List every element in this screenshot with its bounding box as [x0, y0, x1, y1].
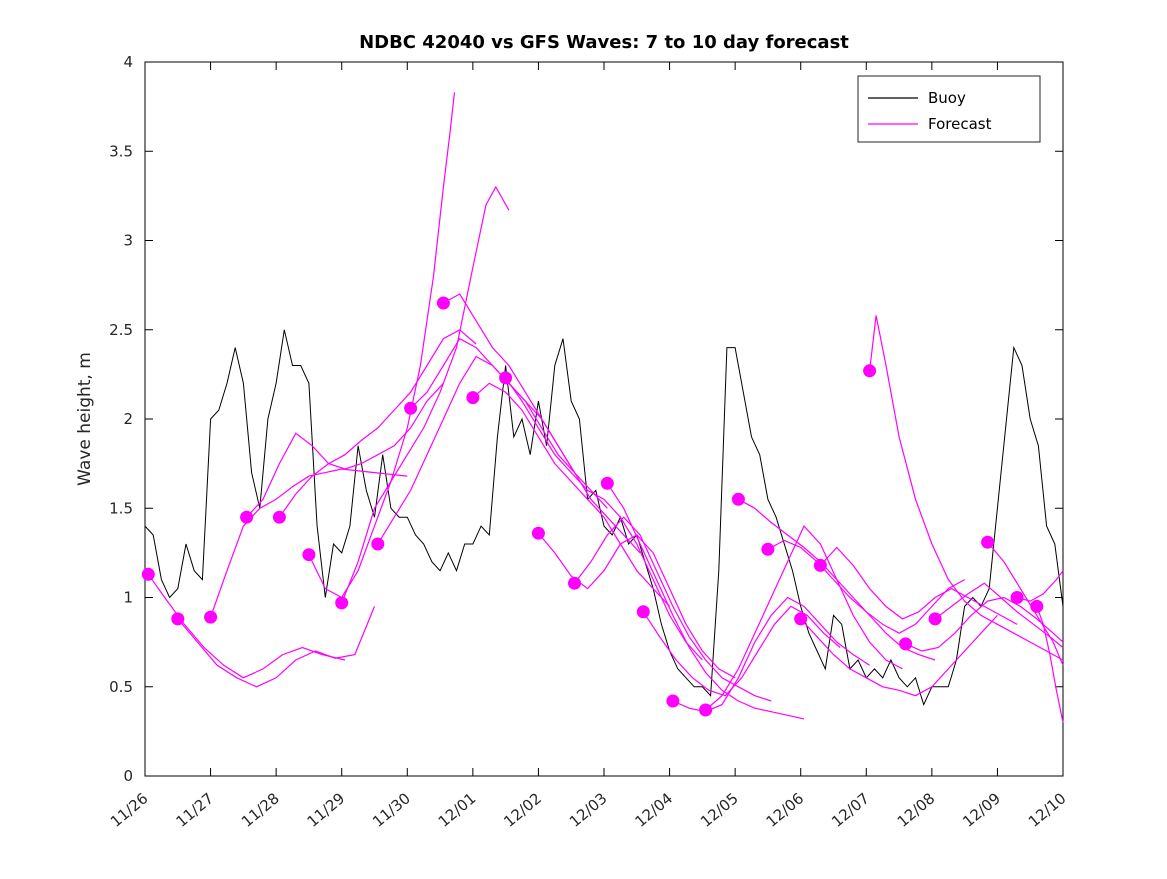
forecast-line — [869, 315, 1064, 661]
forecast-line — [147, 573, 346, 679]
forecast-start-marker — [568, 576, 581, 590]
forecast-start-marker — [466, 391, 480, 405]
forecast-line — [443, 293, 641, 554]
forecast-line — [537, 532, 736, 679]
y-tick-label: 2 — [123, 410, 133, 428]
y-tick-label: 0.5 — [109, 678, 133, 696]
forecast-line — [987, 541, 1064, 666]
forecast-start-marker — [600, 476, 614, 490]
forecast-start-marker — [371, 537, 385, 551]
x-tick-label: 12/04 — [631, 789, 676, 831]
x-tick-label: 11/30 — [369, 789, 414, 831]
forecast-line — [210, 468, 408, 618]
y-tick-label: 1.5 — [109, 499, 133, 517]
x-tick-label: 11/28 — [238, 789, 283, 831]
forecast-start-marker — [731, 492, 745, 506]
forecast-line — [505, 377, 703, 661]
forecast-start-marker — [404, 401, 418, 415]
forecast-start-marker — [499, 371, 513, 385]
forecast-start-marker — [899, 637, 913, 651]
y-tick-label: 3.5 — [109, 142, 133, 160]
forecast-line — [606, 482, 805, 720]
forecast-series-layer — [147, 92, 1064, 723]
x-tick-label: 12/08 — [894, 789, 939, 831]
forecast-line — [705, 525, 903, 711]
forecast-line — [819, 546, 1018, 625]
x-tick-label: 11/27 — [172, 789, 217, 831]
forecast-line — [1036, 606, 1064, 723]
buoy-line — [144, 329, 1064, 707]
forecast-start-marker — [335, 596, 349, 610]
forecast-line — [410, 337, 608, 509]
y-tick-label: 1 — [123, 589, 133, 607]
forecast-line — [246, 382, 444, 518]
y-tick-label: 4 — [123, 53, 133, 71]
forecast-line — [642, 605, 841, 697]
x-tick-label: 12/02 — [500, 789, 545, 831]
forecast-line — [177, 606, 376, 688]
forecast-line — [377, 355, 575, 545]
forecast-line — [278, 329, 477, 518]
forecast-line — [574, 516, 772, 702]
legend: Buoy Forecast — [857, 75, 1041, 143]
forecast-start-marker — [1010, 591, 1024, 604]
forecast-line — [341, 185, 510, 604]
plot-box — [144, 61, 1064, 777]
forecast-line — [1016, 570, 1064, 602]
forecast-line — [800, 614, 998, 697]
forecast-line — [308, 92, 456, 599]
x-tick-label: 12/01 — [435, 789, 480, 831]
forecast-line — [472, 382, 671, 607]
legend-box — [857, 75, 1041, 143]
x-tick-label: 12/05 — [697, 789, 742, 831]
y-tick-label: 0 — [123, 767, 133, 785]
forecast-start-marker — [436, 296, 450, 310]
y-tick-label: 2.5 — [109, 321, 133, 339]
forecast-start-marker — [272, 510, 286, 524]
x-tick-label: 12/03 — [566, 789, 611, 831]
forecast-line — [934, 582, 1064, 648]
forecast-start-marker — [1030, 599, 1044, 613]
forecast-start-marker — [171, 612, 185, 626]
forecast-start-marker — [531, 526, 545, 540]
forecast-start-marker — [981, 535, 995, 549]
forecast-start-marker — [928, 612, 942, 626]
chart-title: NDBC 42040 vs GFS Waves: 7 to 10 day for… — [359, 32, 849, 53]
x-tick-label: 11/26 — [107, 789, 152, 831]
forecast-start-marker — [141, 567, 155, 581]
legend-forecast-label: Forecast — [928, 115, 992, 133]
x-tick-label: 12/10 — [1025, 789, 1070, 831]
forecast-start-marker — [699, 703, 713, 717]
forecast-start-marker — [636, 605, 650, 619]
legend-buoy-label: Buoy — [928, 89, 966, 107]
axes-layer: 11/26 11/27 11/28 11/29 11/30 12/01 12/02 12/03… — [107, 53, 1070, 831]
y-tick-label: 3 — [123, 232, 133, 250]
forecast-start-marker — [666, 694, 680, 708]
forecast-line — [767, 539, 965, 634]
forecast-start-marker — [302, 548, 316, 562]
forecast-start-marker — [863, 364, 877, 378]
forecast-start-markers-layer — [141, 296, 1044, 717]
forecast-start-marker — [240, 510, 254, 524]
forecast-start-marker — [204, 610, 218, 624]
forecast-start-marker — [813, 558, 827, 572]
x-tick-label: 11/29 — [304, 789, 349, 831]
x-tick-label: 12/09 — [959, 789, 1004, 831]
y-axis-label: Wave height, m — [75, 352, 95, 486]
buoy-series-layer — [144, 329, 1064, 707]
forecast-start-marker — [761, 542, 775, 556]
x-tick-label: 12/07 — [828, 789, 873, 831]
forecast-start-marker — [794, 612, 808, 626]
x-tick-label: 12/06 — [763, 789, 808, 831]
